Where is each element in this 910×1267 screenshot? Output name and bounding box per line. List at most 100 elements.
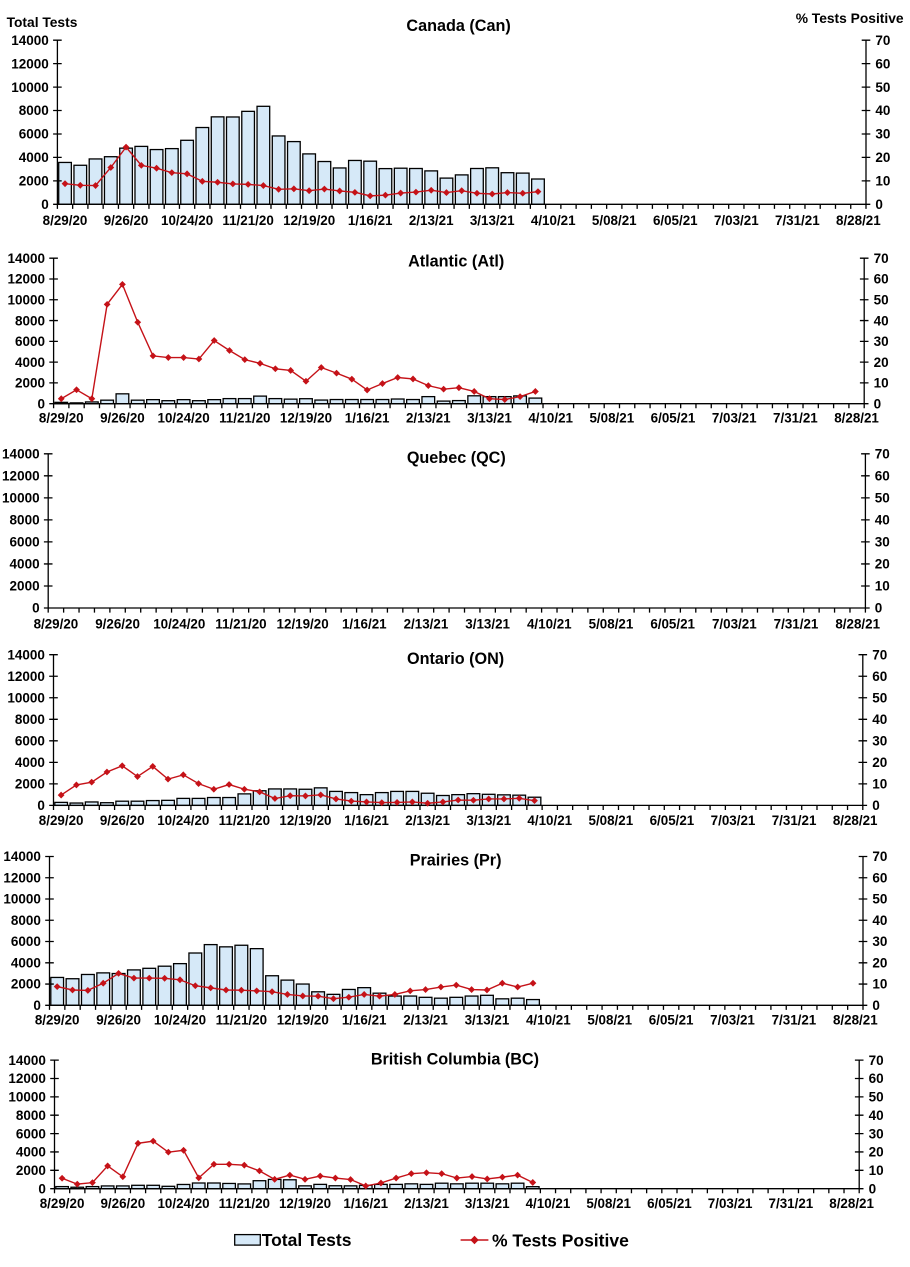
svg-text:60: 60 — [875, 56, 890, 71]
svg-text:2000: 2000 — [16, 1163, 46, 1178]
svg-text:12/19/20: 12/19/20 — [277, 616, 329, 631]
svg-text:9/26/20: 9/26/20 — [100, 1196, 145, 1211]
svg-text:70: 70 — [869, 1053, 884, 1068]
svg-text:3/13/21: 3/13/21 — [470, 213, 515, 228]
svg-text:12/19/20: 12/19/20 — [280, 411, 332, 426]
svg-text:8/29/20: 8/29/20 — [34, 616, 79, 631]
svg-text:4/10/21: 4/10/21 — [526, 1013, 571, 1028]
svg-text:2/13/21: 2/13/21 — [406, 411, 451, 426]
svg-text:7/03/21: 7/03/21 — [711, 813, 756, 828]
svg-text:30: 30 — [875, 535, 890, 550]
svg-text:0: 0 — [37, 798, 45, 813]
svg-text:2000: 2000 — [15, 376, 45, 391]
svg-text:0: 0 — [41, 197, 49, 212]
svg-text:7/03/21: 7/03/21 — [714, 213, 759, 228]
svg-text:20: 20 — [875, 557, 890, 572]
svg-text:8000: 8000 — [15, 313, 45, 328]
svg-text:1/16/21: 1/16/21 — [348, 213, 393, 228]
svg-text:8/28/21: 8/28/21 — [829, 1196, 874, 1211]
svg-text:3/13/21: 3/13/21 — [466, 813, 511, 828]
svg-text:70: 70 — [874, 251, 889, 266]
svg-text:1/16/21: 1/16/21 — [342, 616, 387, 631]
svg-text:0: 0 — [875, 197, 883, 212]
svg-text:2/13/21: 2/13/21 — [409, 213, 454, 228]
svg-text:2000: 2000 — [19, 174, 49, 189]
svg-text:11/21/20: 11/21/20 — [219, 1196, 270, 1211]
svg-text:7/31/21: 7/31/21 — [773, 411, 818, 426]
svg-text:4/10/21: 4/10/21 — [531, 213, 576, 228]
svg-text:6000: 6000 — [15, 334, 45, 349]
svg-text:9/26/20: 9/26/20 — [95, 616, 140, 631]
svg-text:6/05/21: 6/05/21 — [653, 213, 698, 228]
svg-text:4000: 4000 — [15, 755, 45, 770]
svg-text:14000: 14000 — [7, 647, 45, 662]
svg-text:6/05/21: 6/05/21 — [650, 813, 695, 828]
svg-text:4000: 4000 — [19, 150, 49, 165]
svg-text:4000: 4000 — [10, 557, 40, 572]
svg-text:1/16/21: 1/16/21 — [345, 411, 390, 426]
svg-text:11/21/20: 11/21/20 — [219, 411, 270, 426]
svg-text:11/21/20: 11/21/20 — [219, 813, 270, 828]
svg-text:10/24/20: 10/24/20 — [158, 411, 210, 426]
svg-text:10/24/20: 10/24/20 — [157, 1196, 209, 1211]
svg-text:0: 0 — [872, 998, 880, 1013]
svg-text:4/10/21: 4/10/21 — [528, 411, 573, 426]
svg-text:8/29/20: 8/29/20 — [35, 1013, 80, 1028]
svg-text:30: 30 — [875, 127, 890, 142]
svg-text:14000: 14000 — [3, 849, 41, 864]
svg-text:8/28/21: 8/28/21 — [836, 213, 881, 228]
svg-text:6000: 6000 — [19, 127, 49, 142]
svg-text:8000: 8000 — [11, 913, 41, 928]
svg-text:7/03/21: 7/03/21 — [708, 1196, 753, 1211]
svg-text:10/24/20: 10/24/20 — [161, 213, 213, 228]
svg-text:8000: 8000 — [16, 1108, 46, 1123]
svg-text:5/08/21: 5/08/21 — [592, 213, 637, 228]
svg-text:Total Tests: Total Tests — [262, 1230, 352, 1250]
svg-text:6000: 6000 — [11, 934, 41, 949]
svg-text:8/28/21: 8/28/21 — [834, 411, 879, 426]
svg-text:70: 70 — [872, 647, 887, 662]
svg-text:60: 60 — [872, 669, 887, 684]
svg-text:14000: 14000 — [7, 251, 45, 266]
svg-text:8/28/21: 8/28/21 — [833, 1013, 878, 1028]
svg-text:70: 70 — [872, 849, 887, 864]
svg-text:8000: 8000 — [15, 712, 45, 727]
svg-text:10000: 10000 — [7, 292, 45, 307]
svg-text:4000: 4000 — [11, 955, 41, 970]
svg-text:4/10/21: 4/10/21 — [527, 813, 572, 828]
svg-text:4/10/21: 4/10/21 — [526, 1196, 571, 1211]
svg-text:10000: 10000 — [3, 892, 41, 907]
svg-text:6000: 6000 — [16, 1126, 46, 1141]
svg-text:50: 50 — [875, 491, 890, 506]
svg-text:2000: 2000 — [10, 579, 40, 594]
svg-text:3/13/21: 3/13/21 — [465, 1013, 510, 1028]
svg-text:0: 0 — [38, 1181, 46, 1196]
svg-text:11/21/20: 11/21/20 — [215, 616, 266, 631]
svg-text:12000: 12000 — [11, 56, 49, 71]
svg-text:12/19/20: 12/19/20 — [279, 1196, 331, 1211]
svg-text:70: 70 — [875, 33, 890, 48]
svg-text:British Columbia (BC): British Columbia (BC) — [371, 1050, 539, 1068]
svg-text:10000: 10000 — [2, 491, 40, 506]
svg-text:4/10/21: 4/10/21 — [527, 616, 572, 631]
svg-text:6/05/21: 6/05/21 — [649, 1013, 694, 1028]
svg-text:12000: 12000 — [2, 469, 40, 484]
svg-text:5/08/21: 5/08/21 — [587, 1013, 632, 1028]
svg-text:50: 50 — [874, 292, 889, 307]
svg-text:2000: 2000 — [15, 777, 45, 792]
svg-text:10: 10 — [874, 376, 889, 391]
svg-text:50: 50 — [872, 690, 887, 705]
svg-text:Prairies (Pr): Prairies (Pr) — [410, 852, 502, 870]
svg-text:12000: 12000 — [7, 669, 45, 684]
svg-text:12/19/20: 12/19/20 — [279, 813, 331, 828]
svg-text:% Tests Positive: % Tests Positive — [796, 11, 904, 26]
svg-text:70: 70 — [875, 447, 890, 462]
svg-text:14000: 14000 — [8, 1053, 46, 1068]
svg-text:12000: 12000 — [8, 1071, 46, 1086]
svg-text:0: 0 — [33, 998, 41, 1013]
svg-text:20: 20 — [872, 755, 887, 770]
svg-text:10/24/20: 10/24/20 — [153, 616, 205, 631]
svg-text:10000: 10000 — [7, 690, 45, 705]
svg-text:14000: 14000 — [11, 33, 49, 48]
svg-text:40: 40 — [875, 103, 890, 118]
